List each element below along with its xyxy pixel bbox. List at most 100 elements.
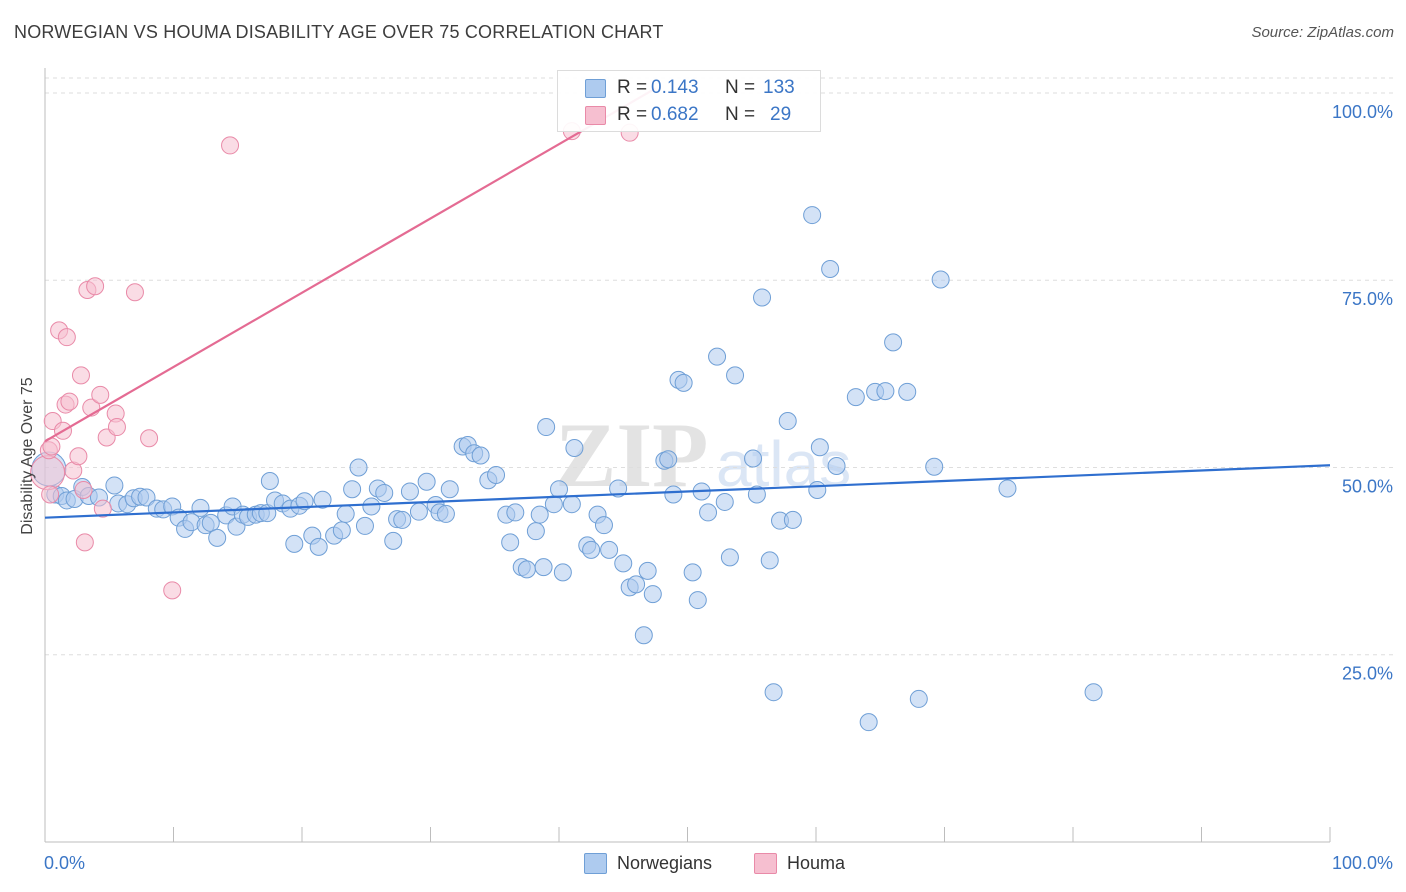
norwegians-point bbox=[803, 206, 822, 225]
stats-box: R = 0.143 N = 133 R = 0.682 N = 29 bbox=[557, 70, 821, 132]
norwegians-point bbox=[375, 483, 394, 502]
norwegians-point bbox=[105, 476, 124, 495]
norwegians-point bbox=[400, 482, 419, 501]
norwegians-point bbox=[343, 480, 362, 499]
r-label: R = bbox=[617, 104, 648, 125]
stats-row-norwegians: R = 0.143 N = 133 bbox=[558, 75, 820, 101]
norwegians-point bbox=[699, 503, 718, 522]
norwegians-legend-swatch bbox=[584, 853, 607, 874]
y-tick-label: 50.0% bbox=[1342, 476, 1393, 496]
norwegians-point bbox=[417, 472, 436, 491]
norwegians-point bbox=[349, 458, 368, 477]
norwegians-n-value: 133 bbox=[763, 77, 795, 98]
houma-point bbox=[75, 533, 94, 552]
norwegians-point bbox=[526, 522, 545, 541]
norwegians-point bbox=[208, 528, 227, 547]
norwegians-point bbox=[313, 490, 332, 509]
norwegians-point bbox=[594, 516, 613, 535]
norwegians-point bbox=[201, 513, 220, 532]
source-credit: Source: ZipAtlas.com bbox=[1251, 24, 1394, 41]
legend-label-houma: Houma bbox=[787, 853, 846, 873]
norwegians-point bbox=[846, 388, 865, 407]
houma-point bbox=[60, 392, 79, 411]
norwegians-point bbox=[260, 471, 279, 490]
y-axis-title: Disability Age Over 75 bbox=[19, 377, 36, 535]
norwegians-point bbox=[501, 533, 520, 552]
norwegians-point bbox=[517, 560, 536, 579]
houma-legend-swatch bbox=[754, 853, 777, 874]
norwegians-point bbox=[534, 558, 553, 577]
r-label: R = bbox=[617, 77, 648, 98]
norwegians-point bbox=[332, 521, 351, 540]
norwegians-r-value: 0.143 bbox=[651, 77, 699, 98]
norwegians-point bbox=[627, 575, 646, 594]
norwegians-point bbox=[553, 563, 572, 582]
norwegians-point bbox=[530, 505, 549, 524]
norwegians-point bbox=[336, 504, 355, 523]
norwegians-point bbox=[764, 683, 783, 702]
norwegians-point bbox=[715, 492, 734, 511]
norwegians-point bbox=[565, 439, 584, 458]
norwegians-point bbox=[582, 540, 601, 559]
norwegians-point bbox=[295, 492, 314, 511]
norwegians-point bbox=[506, 503, 525, 522]
houma-point bbox=[163, 581, 182, 600]
watermark-zip: ZIP bbox=[555, 404, 708, 506]
norwegians-point bbox=[674, 373, 693, 392]
norwegians-point bbox=[393, 510, 412, 529]
norwegians-point bbox=[726, 366, 745, 385]
norwegians-point bbox=[487, 465, 506, 484]
norwegians-point bbox=[909, 689, 928, 708]
houma-swatch bbox=[585, 106, 606, 125]
houma-point bbox=[221, 136, 240, 155]
houma-point bbox=[91, 385, 110, 404]
houma-point bbox=[140, 429, 159, 448]
tick-labels: 25.0% 50.0% 75.0% 100.0% 0.0% 100.0% bbox=[44, 102, 1393, 873]
norwegians-point bbox=[609, 479, 628, 498]
norwegians-point bbox=[537, 418, 556, 437]
norwegians-point bbox=[562, 495, 581, 514]
norwegians-trend-line bbox=[44, 464, 1331, 519]
norwegians-point bbox=[362, 497, 381, 516]
norwegians-point bbox=[440, 480, 459, 499]
norwegians-point bbox=[638, 561, 657, 580]
grid-lines bbox=[45, 77, 1394, 656]
norwegians-point bbox=[859, 713, 878, 732]
norwegians-point bbox=[1084, 683, 1103, 702]
norwegians-point bbox=[808, 480, 827, 499]
chart-title: NORWEGIAN VS HOUMA DISABILITY AGE OVER 7… bbox=[14, 22, 664, 42]
norwegians-point bbox=[683, 563, 702, 582]
norwegians-point bbox=[810, 438, 829, 457]
y-tick-label: 100.0% bbox=[1332, 102, 1393, 122]
legend-label-norwegians: Norwegians bbox=[617, 853, 713, 873]
norwegians-point bbox=[884, 333, 903, 352]
norwegians-point bbox=[659, 450, 678, 469]
norwegians-point bbox=[708, 347, 727, 366]
norwegians-point bbox=[614, 554, 633, 573]
x-tick-label-min: 0.0% bbox=[44, 853, 85, 873]
norwegians-point bbox=[720, 548, 739, 567]
norwegians-point bbox=[471, 446, 490, 465]
norwegians-point bbox=[688, 591, 707, 610]
y-tick-label: 25.0% bbox=[1342, 664, 1393, 684]
n-label: N = bbox=[725, 104, 756, 125]
houma-point bbox=[86, 277, 105, 296]
norwegians-point bbox=[285, 534, 304, 553]
norwegians-point bbox=[747, 485, 766, 504]
houma-point bbox=[69, 447, 88, 466]
x-tick-label-max: 100.0% bbox=[1332, 853, 1393, 873]
norwegians-point bbox=[191, 498, 210, 517]
houma-r-value: 0.682 bbox=[651, 104, 699, 125]
norwegians-point bbox=[783, 510, 802, 529]
norwegians-point bbox=[778, 412, 797, 431]
houma-trend-line bbox=[44, 87, 656, 443]
norwegians-point bbox=[821, 260, 840, 278]
norwegians-point bbox=[137, 488, 156, 507]
houma-point bbox=[107, 418, 126, 437]
y-tick-label: 75.0% bbox=[1342, 289, 1393, 309]
norwegians-point bbox=[664, 485, 683, 504]
trend-lines bbox=[44, 87, 1331, 519]
norwegians-point bbox=[876, 382, 895, 401]
norwegians-swatch bbox=[585, 79, 606, 98]
